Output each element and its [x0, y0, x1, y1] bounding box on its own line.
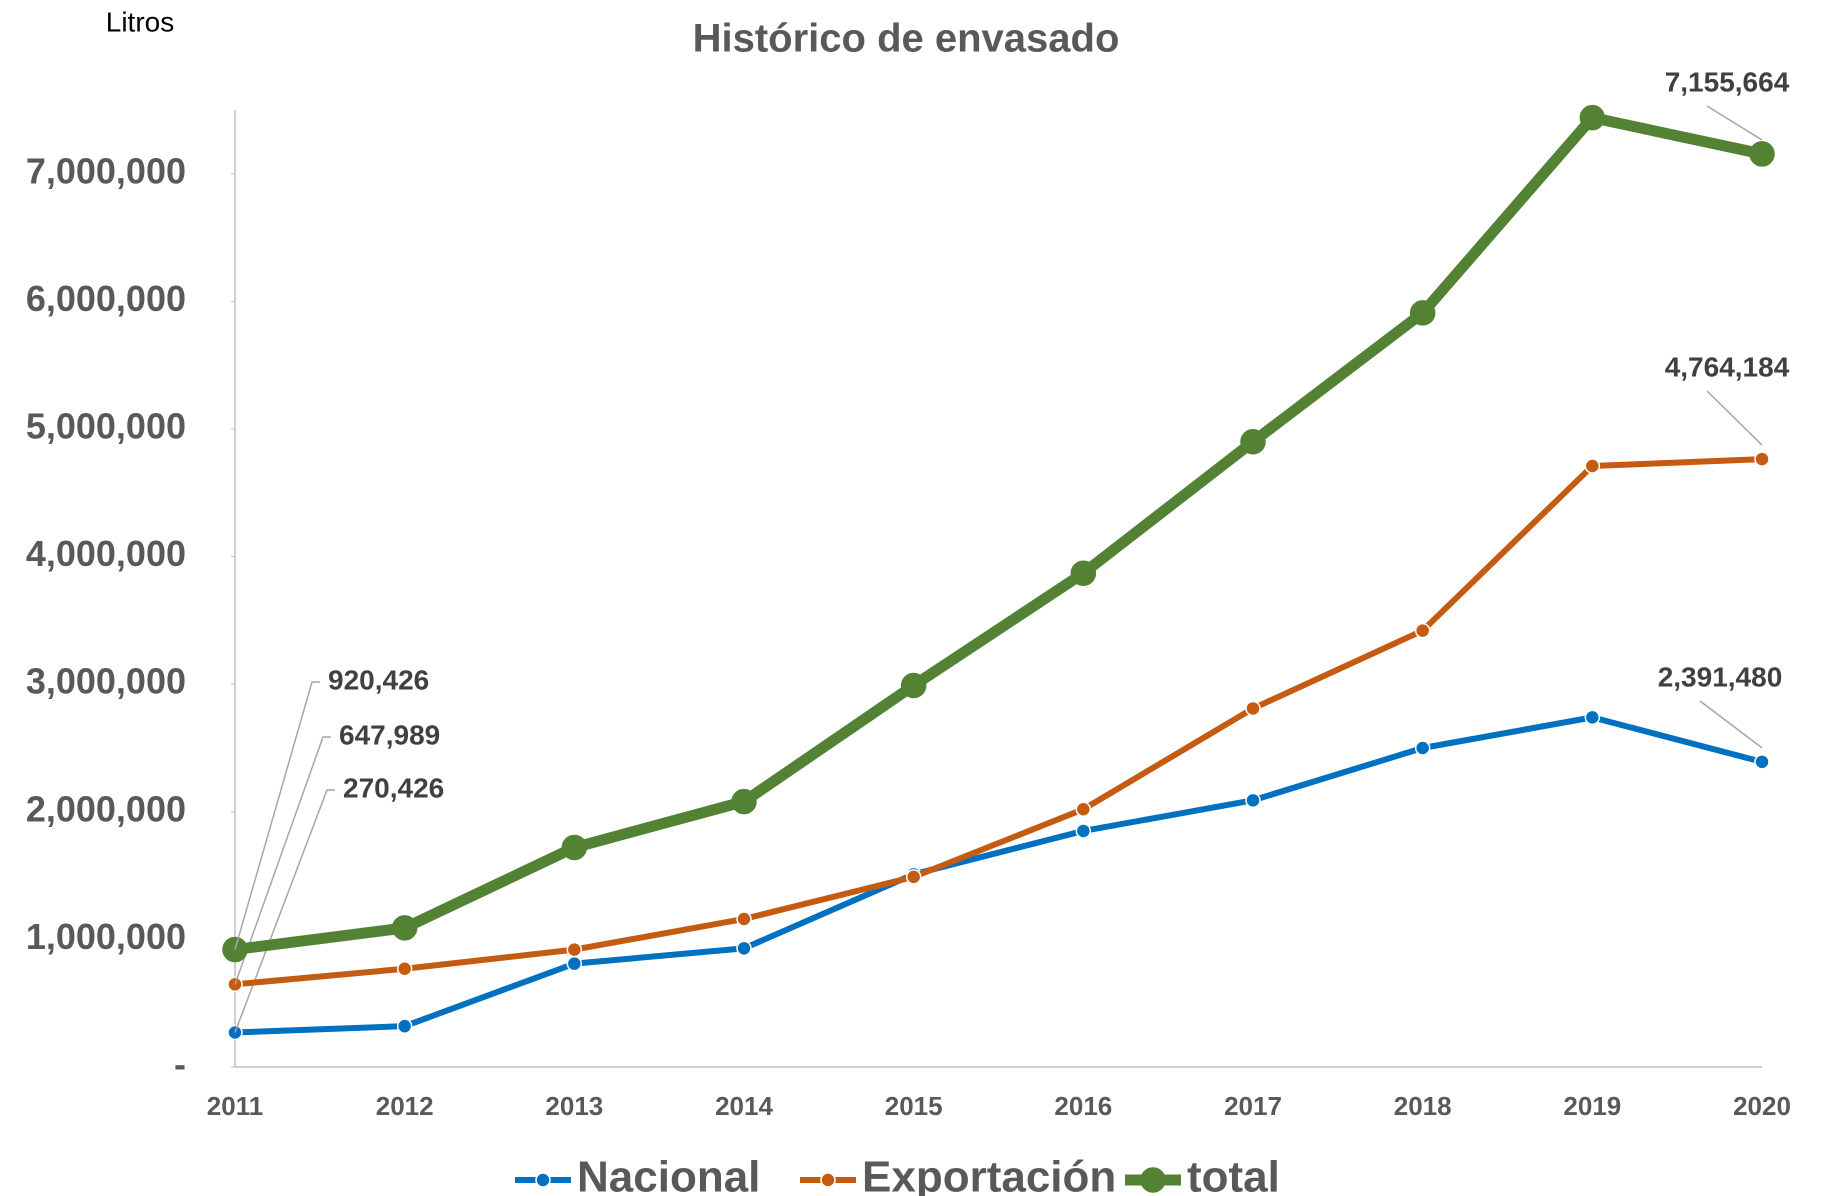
marker [1749, 141, 1775, 167]
chart-title: Histórico de envasado [693, 17, 1120, 61]
leader-line [1706, 390, 1763, 446]
marker [1409, 300, 1436, 326]
marker [1240, 429, 1266, 455]
y-tick-label: - [174, 1044, 186, 1085]
legend-marker [535, 1172, 551, 1188]
data-label: 920,426 [328, 664, 429, 695]
data-label: 270,426 [343, 772, 444, 803]
marker [561, 834, 588, 861]
marker [731, 788, 757, 815]
x-tick-label: 2016 [1054, 1091, 1112, 1121]
marker [566, 941, 583, 958]
leader-line [234, 681, 320, 950]
marker [1584, 458, 1601, 474]
marker [1584, 709, 1601, 726]
x-tick-label: 2015 [885, 1091, 943, 1121]
marker [1754, 451, 1770, 467]
x-tick-label: 2012 [376, 1091, 434, 1121]
y-tick-label: 7,000,000 [26, 150, 186, 191]
marker [1075, 823, 1092, 839]
x-tick-label: 2014 [715, 1091, 773, 1121]
marker [905, 869, 922, 885]
marker [1414, 740, 1431, 756]
marker [1245, 700, 1261, 717]
legend-label: total [1187, 1153, 1280, 1196]
leader-line [1706, 105, 1763, 141]
x-tick-label: 2020 [1733, 1091, 1791, 1121]
marker [396, 1018, 413, 1034]
leader-line [234, 736, 331, 985]
line-series [234, 112, 1764, 956]
marker [1754, 754, 1770, 770]
line-series [234, 456, 1763, 988]
x-tick-label: 2017 [1224, 1091, 1282, 1121]
x-tick-label: 2018 [1394, 1091, 1452, 1121]
y-tick-label: 6,000,000 [26, 278, 186, 319]
y-tick-label: 2,000,000 [26, 788, 186, 829]
line-series [234, 714, 1763, 1036]
legend-label: Nacional [577, 1153, 760, 1196]
data-label: 4,764,184 [1665, 351, 1790, 382]
data-label: 7,155,664 [1665, 66, 1790, 97]
marker [1579, 104, 1606, 131]
marker [391, 915, 418, 941]
leader-line [234, 789, 335, 1033]
y-tick-label: 3,000,000 [26, 661, 186, 702]
marker [736, 911, 752, 927]
marker [1075, 801, 1092, 817]
marker [1070, 560, 1097, 586]
y-tick-label: 5,000,000 [26, 406, 186, 447]
marker [736, 940, 752, 957]
marker [566, 955, 583, 972]
legend-label: Exportación [862, 1153, 1116, 1196]
x-tick-label: 2019 [1563, 1091, 1621, 1121]
data-label: 2,391,480 [1658, 661, 1783, 692]
y-axis-label: Litros [106, 6, 174, 37]
marker [1245, 792, 1261, 809]
x-tick-label: 2011 [207, 1091, 263, 1121]
x-tick-label: 2013 [545, 1091, 603, 1121]
leader-line [1699, 700, 1763, 749]
legend-marker [1140, 1167, 1166, 1193]
y-tick-label: 1,000,000 [26, 916, 186, 957]
marker [1414, 622, 1431, 639]
y-tick-label: 4,000,000 [26, 533, 186, 574]
marker [900, 672, 927, 699]
legend-marker [820, 1172, 836, 1188]
data-label: 647,989 [339, 719, 440, 750]
marker [396, 960, 413, 977]
